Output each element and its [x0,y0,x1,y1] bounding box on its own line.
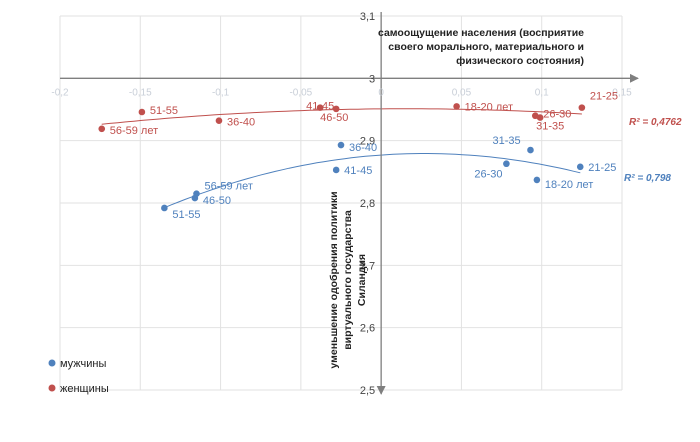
point-women [453,103,460,110]
legend: мужчины женщины [48,358,109,395]
point-label-women: 56-59 лет [110,125,158,137]
grid [59,15,623,391]
point-women [98,125,106,133]
point-label-women: 51-55 [150,105,178,117]
x-tick-label: -0,2 [51,87,69,98]
point-label-women: 36-40 [227,117,255,129]
axes [60,12,639,395]
point-women [138,108,146,116]
point-label-men: 31-35 [492,135,520,147]
x-tick-label: 0,05 [452,87,472,98]
y-tick-label: 2,9 [360,136,375,148]
point-women [332,105,340,113]
point-women [536,114,544,121]
point-label-men: 41-45 [344,165,372,177]
point-label-men: 26-30 [474,169,502,181]
x-tick-label: -0,15 [129,87,152,98]
y-tick-label: 2,7 [360,260,375,272]
point-men [576,163,584,171]
legend-label-men: мужчины [60,358,106,370]
point-label-men: 51-55 [172,209,200,221]
legend-label-women: женщины [60,383,109,395]
point-men [193,190,200,197]
y-tick-label: 2,6 [360,323,375,335]
point-men [533,176,541,184]
x-tick-label: -0,1 [212,87,230,98]
x-tick-label: -0,05 [289,87,312,98]
y-tick-label: 3 [369,73,375,85]
point-label-women: 26-30 [543,109,571,121]
point-label-men: 46-50 [203,195,231,207]
point-men [503,160,510,168]
trendline-men [164,153,581,209]
point-women [578,104,586,111]
x-tick-label: 0,15 [612,87,632,98]
trendline-women [101,108,582,125]
y-tick-label: 2,8 [360,198,375,210]
y-axis-title: самоощущение населения (восприятие своего… [378,27,584,67]
y-axis-title-line: физического состояния) [456,55,584,67]
point-label-men: 36-40 [349,142,377,154]
point-label-women: 46-50 [320,112,348,124]
x-axis-title: уменьшение одобрения политики виртуальног… [328,191,368,368]
point-women [316,104,324,111]
point-label-men: 56-59 лет [204,181,252,193]
legend-marker-women [48,384,56,392]
y-axis-title-line: своего морального, материального и [388,41,584,53]
legend-marker-men [48,359,56,367]
point-label-women: 41-45 [306,101,334,113]
x-tick-label: 0 [378,87,384,98]
tick-labels: -0,2 -0,15 -0,1 -0,05 0 0,05 0,1 0,15 2,5 2,6 2,7 2… [51,11,632,397]
point-label-women: 31-35 [536,121,564,133]
point-men [527,146,534,154]
r2-women-label: R² = 0,4762 [629,117,682,128]
point-men [332,166,340,174]
x-axis-title-line: уменьшение одобрения политики [328,191,340,368]
y-tick-label: 2,5 [360,385,375,397]
point-men [161,204,168,212]
point-men [337,141,345,149]
x-axis-title-line: Силандия [356,254,368,306]
y-tick-label: 3,1 [360,11,375,23]
point-label-men: 18-20 лет [545,179,593,191]
point-label-men: 21-25 [588,162,616,174]
x-tick-label: 0,1 [535,87,549,98]
point-label-women: 18-20 лет [465,101,513,113]
point-label-women: 21-25 [590,91,618,103]
data-points [98,103,586,212]
r2-men-label: R² = 0,798 [624,173,671,184]
y-axis-title-line: самоощущение населения (восприятие [378,27,584,39]
x-axis-title-line: виртуального государства [342,210,354,350]
point-women [215,117,223,125]
trendlines [101,108,582,209]
